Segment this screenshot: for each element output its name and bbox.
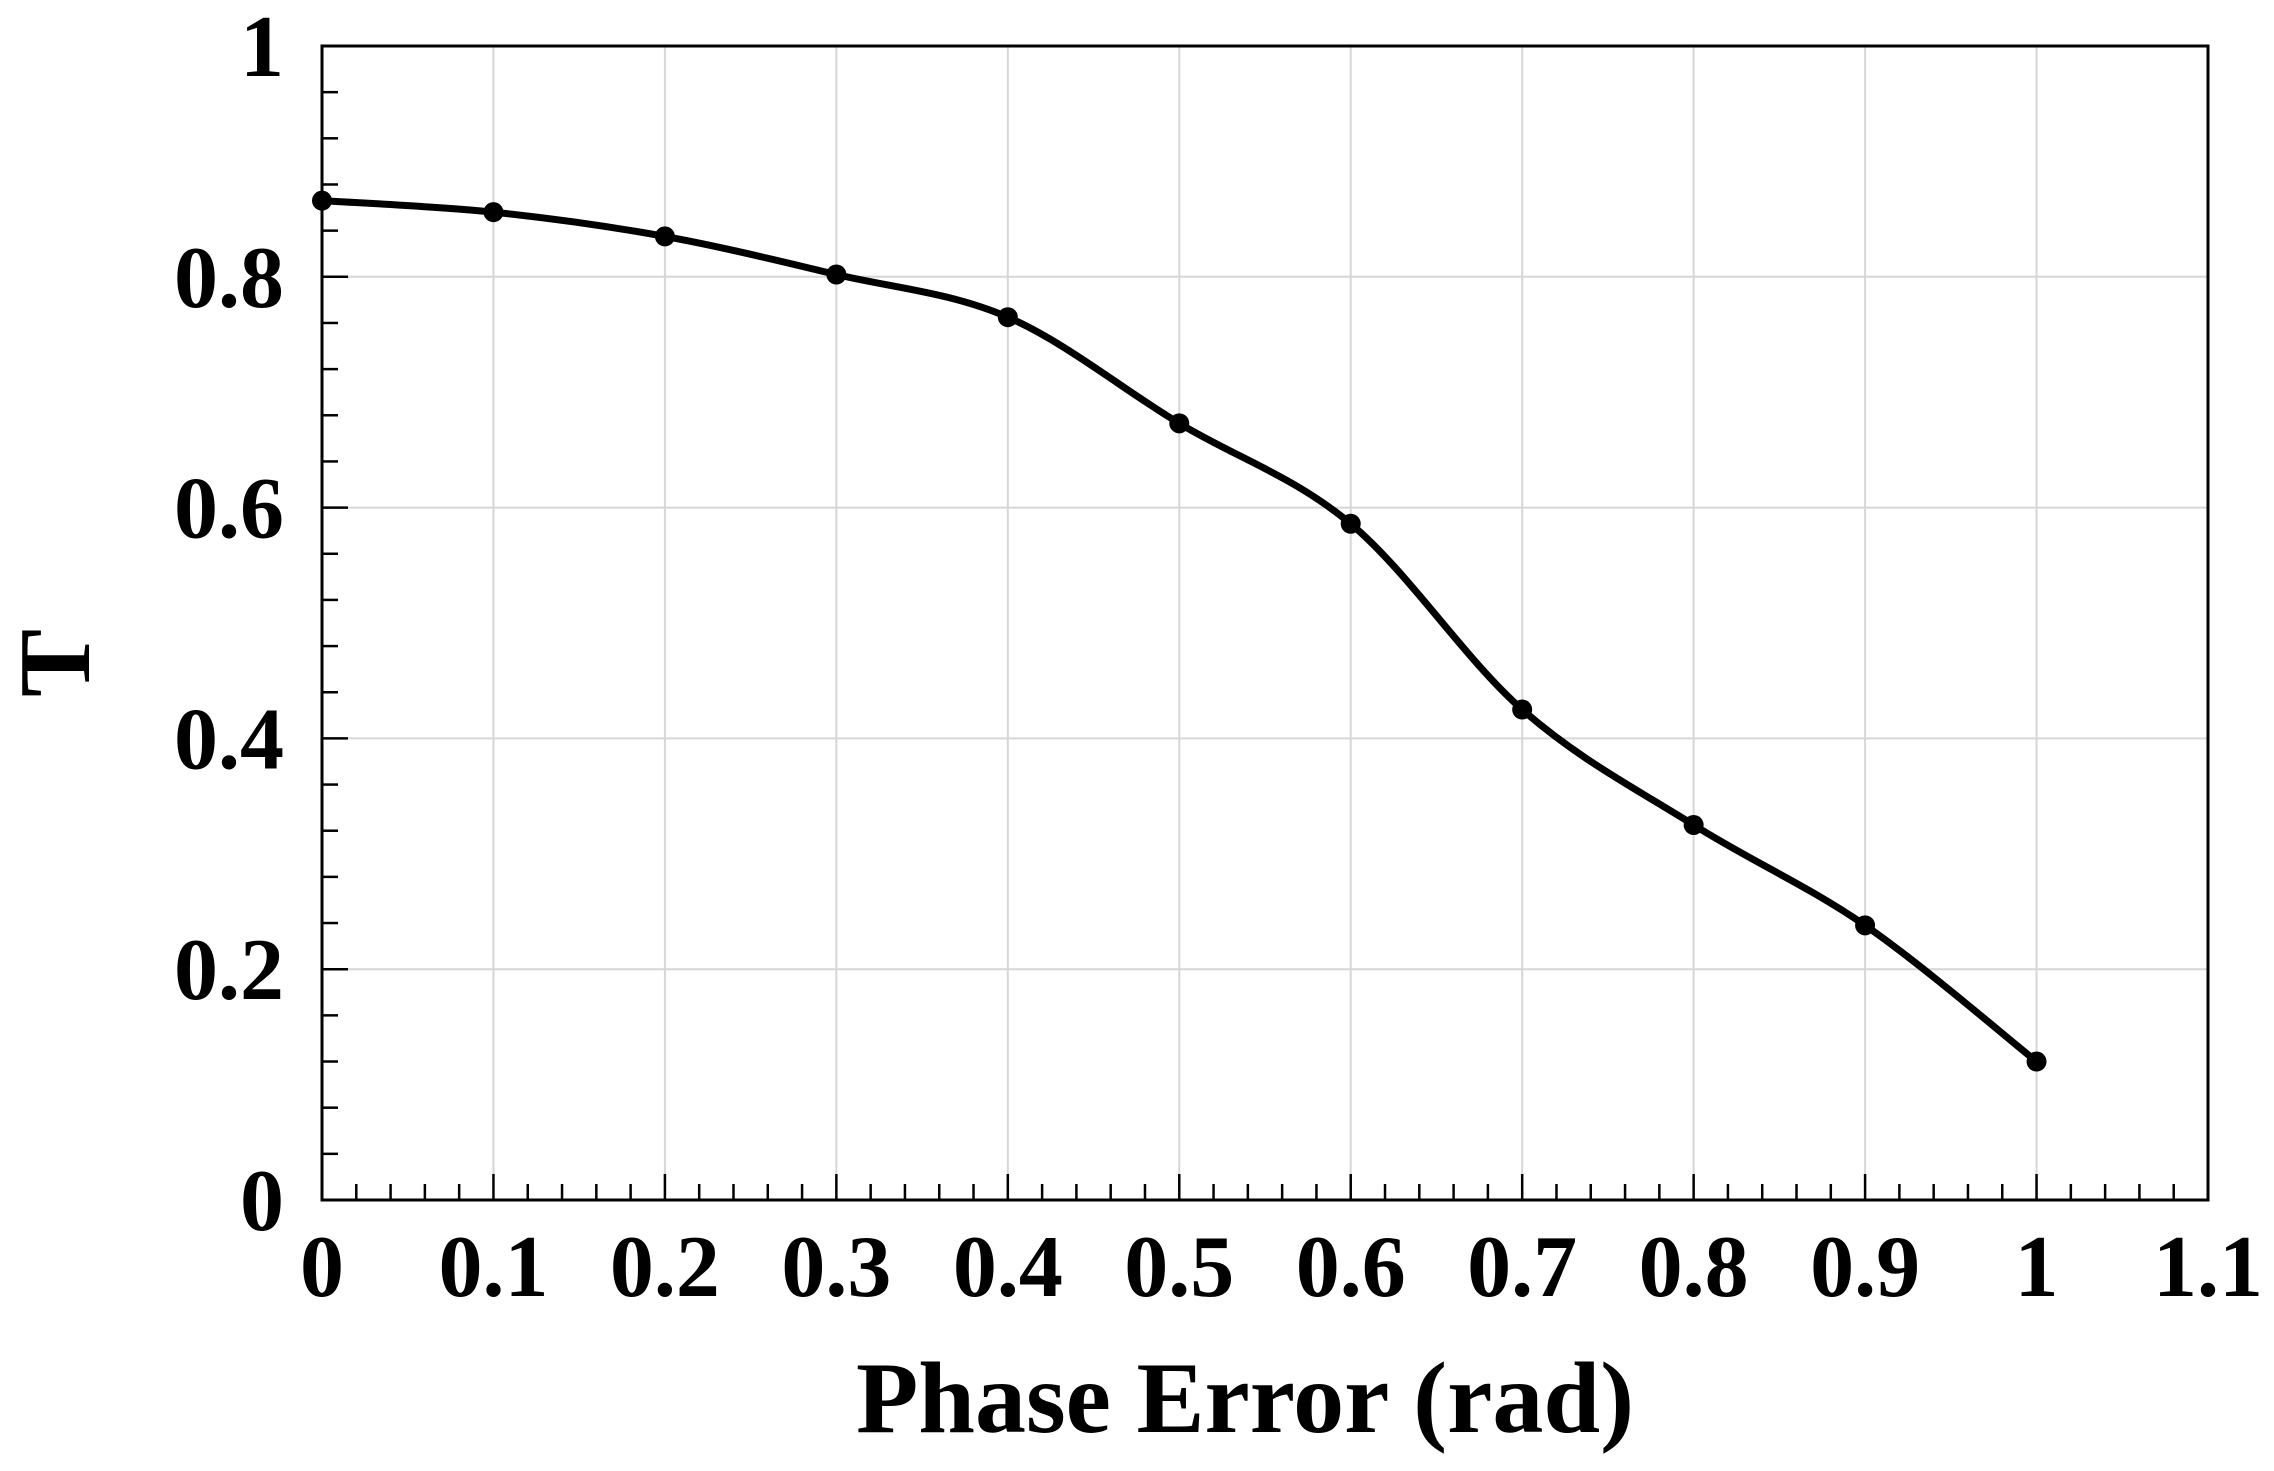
x-tick-label: 1 xyxy=(2015,1219,2059,1316)
x-tick-label: 0.4 xyxy=(953,1219,1063,1316)
data-point xyxy=(312,190,332,211)
data-point xyxy=(1855,915,1876,936)
y-tick-label: 0 xyxy=(240,1153,284,1250)
y-tick-label: 0.6 xyxy=(174,461,284,558)
x-tick-label: 0.7 xyxy=(1467,1219,1577,1316)
y-tick-labels: 0 0.2 0.4 0.6 0.8 1 xyxy=(174,0,284,1250)
data-point xyxy=(1340,513,1361,534)
data-point xyxy=(826,264,847,285)
x-axis-title: Phase Error (rad) xyxy=(856,1342,1634,1455)
series-line xyxy=(318,197,2041,1066)
x-tick-label: 0.1 xyxy=(438,1219,548,1316)
x-tick-label: 0.6 xyxy=(1296,1219,1406,1316)
data-point xyxy=(1169,413,1190,434)
x-tick-label: 1.1 xyxy=(2153,1219,2263,1316)
x-tick-label: 0.2 xyxy=(610,1219,720,1316)
data-point xyxy=(1512,699,1533,720)
x-tick-label: 0.8 xyxy=(1639,1219,1749,1316)
series-layer xyxy=(312,190,2047,1072)
y-tick-label: 1 xyxy=(240,0,284,96)
x-tick-label: 0.3 xyxy=(781,1219,891,1316)
data-point xyxy=(654,226,675,247)
x-tick-label: 0.9 xyxy=(1810,1219,1920,1316)
minor-ticks xyxy=(322,90,2175,1200)
x-tick-label: 0 xyxy=(300,1219,344,1316)
x-tick-label: 0.5 xyxy=(1124,1219,1234,1316)
data-point xyxy=(997,307,1018,328)
grid xyxy=(322,46,2208,1200)
y-tick-label: 0.8 xyxy=(174,230,284,327)
y-axis-title: T xyxy=(0,629,112,697)
data-point xyxy=(483,202,504,223)
x-tick-labels: 0 0.1 0.2 0.3 0.4 0.5 0.6 0.7 0.8 0.9 1 1.1 xyxy=(300,1219,2263,1316)
plot-frame xyxy=(320,44,2210,1202)
y-tick-label: 0.2 xyxy=(174,922,284,1019)
y-tick-label: 0.4 xyxy=(174,691,284,788)
data-point xyxy=(2026,1051,2047,1072)
data-point xyxy=(1683,814,1704,835)
